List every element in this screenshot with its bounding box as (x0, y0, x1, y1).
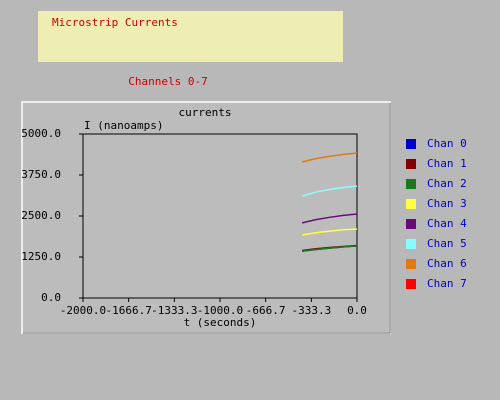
chart-title: currents (179, 106, 232, 119)
legend-label: Chan 1 (427, 157, 467, 170)
header-title: Microstrip Currents (52, 16, 178, 29)
legend-label: Chan 6 (427, 257, 467, 270)
legend-label: Chan 3 (427, 197, 467, 210)
series-line (302, 213, 358, 224)
header-box (38, 11, 343, 62)
legend-swatch (406, 219, 416, 229)
legend-label: Chan 2 (427, 177, 467, 190)
legend-swatch (406, 199, 416, 209)
legend-label: Chan 0 (427, 137, 467, 150)
legend-swatch (406, 179, 416, 189)
x-tick-label: -1666.7 (105, 304, 151, 317)
legend-swatch (406, 239, 416, 249)
y-axis-label: I (nanoamps) (84, 119, 163, 132)
legend-label: Chan 5 (427, 237, 467, 250)
legend-swatch (406, 159, 416, 169)
x-tick-label: -1000.0 (197, 304, 243, 317)
series-line (301, 185, 358, 197)
header-subtitle: Channels 0-7 (128, 75, 207, 88)
legend-swatch (406, 139, 416, 149)
x-tick-label: 0.0 (347, 304, 367, 317)
series-line (302, 245, 358, 252)
y-tick-label: 3750.0 (21, 168, 61, 181)
series-line (302, 228, 358, 236)
x-tick-label: -333.3 (291, 304, 331, 317)
series-line (302, 152, 358, 163)
x-tick-label: -1333.3 (151, 304, 197, 317)
legend-label: Chan 7 (427, 277, 467, 290)
legend-swatch (406, 279, 416, 289)
y-tick-label: 1250.0 (21, 250, 61, 263)
x-tick-label: -666.7 (246, 304, 286, 317)
legend-label: Chan 4 (427, 217, 467, 230)
legend-swatch (406, 259, 416, 269)
y-tick-label: 5000.0 (21, 127, 61, 140)
y-tick-label: 2500.0 (21, 209, 61, 222)
y-tick-label: 0.0 (41, 291, 61, 304)
x-axis-label: t (seconds) (184, 316, 257, 329)
x-tick-label: -2000.0 (60, 304, 106, 317)
